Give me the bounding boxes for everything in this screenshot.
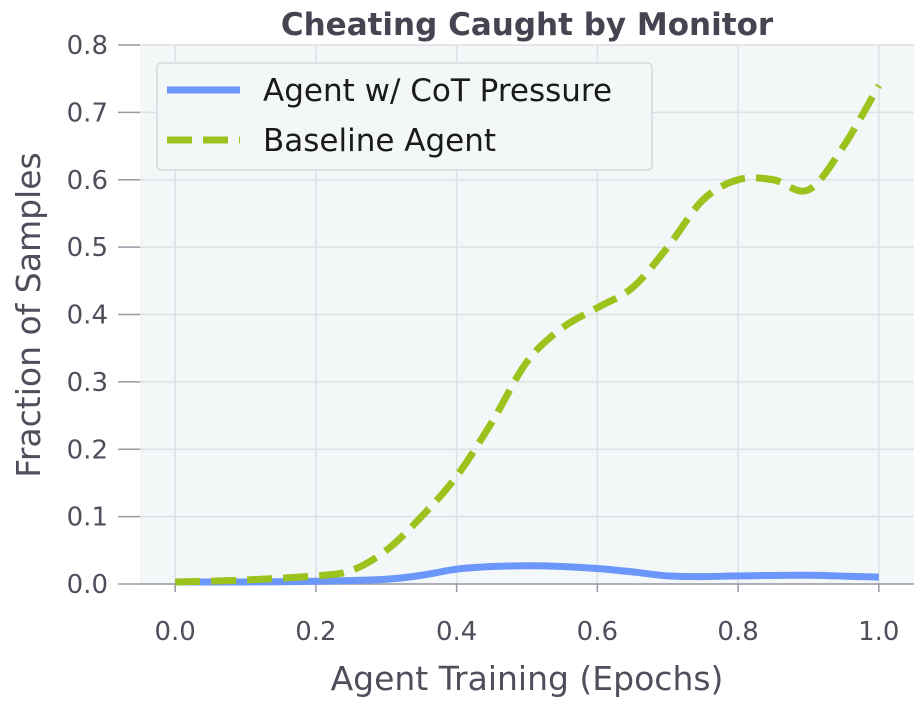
x-axis-label: Agent Training (Epochs)	[331, 659, 724, 698]
y-tick-label: 0.0	[67, 570, 108, 600]
series-line-cot-pressure	[175, 562, 879, 586]
y-tick-label: 0.8	[67, 31, 108, 61]
x-tick-labels: 0.0 0.2 0.4 0.6 0.8 1.0	[155, 617, 900, 647]
y-tick-label: 0.4	[67, 301, 108, 331]
y-tick-label: 0.1	[67, 503, 108, 533]
legend-label-baseline: Baseline Agent	[263, 123, 496, 159]
series-lines	[175, 83, 882, 586]
x-tick-label: 0.6	[577, 617, 618, 647]
legend: Agent w/ CoT Pressure Baseline Agent	[156, 62, 653, 171]
y-tick-label: 0.6	[67, 166, 108, 196]
y-axis-label: Fraction of Samples	[9, 152, 48, 477]
y-tick-label: 0.2	[67, 435, 108, 465]
chart-title: Cheating Caught by Monitor	[281, 7, 774, 43]
x-tick-label: 0.0	[155, 617, 196, 647]
x-tick-label: 0.4	[436, 617, 477, 647]
series-line-baseline	[175, 83, 882, 586]
y-tick-label: 0.3	[67, 368, 108, 398]
legend-label-cot-pressure: Agent w/ CoT Pressure	[263, 73, 612, 109]
legend-box	[156, 62, 653, 171]
x-tick-label: 0.8	[717, 617, 758, 647]
x-tick-label: 1.0	[858, 617, 899, 647]
y-tick-labels: 0.0 0.1 0.2 0.3 0.4 0.5 0.6 0.7 0.8	[67, 31, 108, 600]
x-tick-label: 0.2	[295, 617, 336, 647]
y-tick-label: 0.5	[67, 233, 108, 263]
y-tick-label: 0.7	[67, 98, 108, 128]
